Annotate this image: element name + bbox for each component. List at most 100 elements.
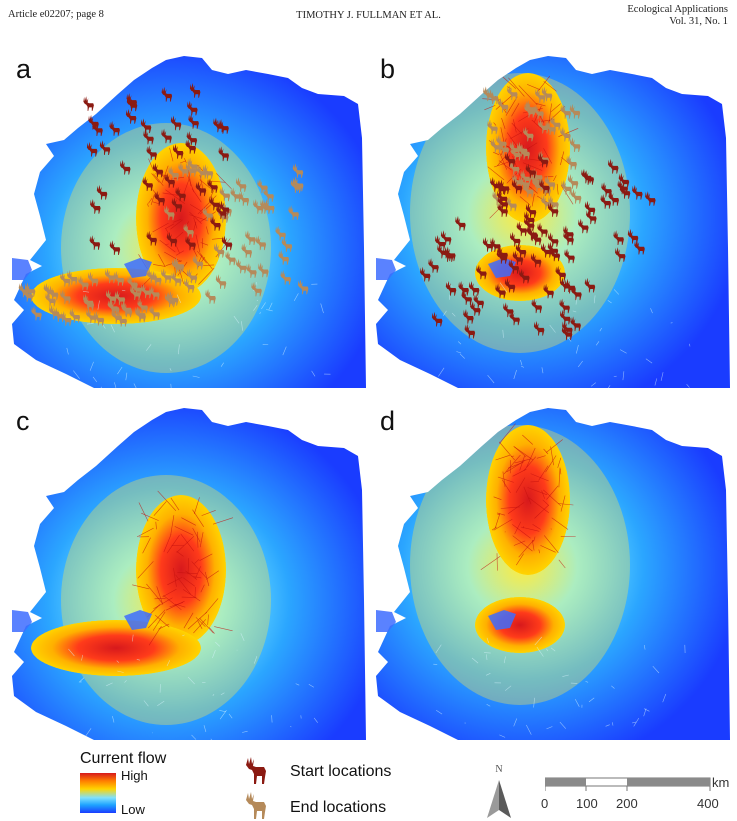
start-location-marker	[547, 241, 559, 257]
scale-tick-100: 100	[576, 796, 598, 811]
start-location-marker	[99, 140, 111, 155]
end-location-marker	[61, 311, 72, 326]
start-location-marker	[143, 129, 154, 145]
end-location-marker	[192, 254, 204, 270]
end-location-marker	[109, 300, 120, 315]
end-location-marker	[257, 178, 268, 194]
end-location-marker	[520, 169, 531, 185]
end-location-marker	[205, 289, 216, 304]
end-location-marker	[569, 137, 581, 152]
start-location-marker	[435, 235, 446, 250]
end-location-marker	[519, 144, 530, 160]
end-location-marker	[280, 270, 291, 285]
end-location-marker	[288, 205, 299, 220]
end-location-marker	[202, 206, 214, 222]
map-panel-b: b	[370, 48, 732, 393]
panel-label: a	[16, 54, 32, 84]
end-location-marker	[93, 310, 105, 326]
caribou-end-icon	[246, 792, 266, 819]
start-location-marker	[86, 141, 98, 157]
start-location-marker	[445, 246, 456, 262]
end-location-marker	[535, 88, 546, 103]
start-location-marker	[584, 277, 596, 293]
scale-bar	[545, 777, 711, 791]
end-location-marker	[121, 300, 132, 316]
start-location-marker	[88, 114, 99, 130]
start-location-marker	[627, 228, 639, 244]
current-flow-low-label: Low	[121, 802, 145, 817]
start-location-marker	[559, 298, 570, 314]
start-location-marker	[185, 235, 196, 251]
end-location-marker	[24, 282, 36, 297]
end-location-marker	[570, 188, 582, 204]
start-location-marker	[109, 121, 120, 136]
end-location-marker	[60, 289, 71, 305]
current-flow-hotspot	[31, 620, 201, 676]
current-flow-color-ramp	[80, 773, 116, 813]
start-location-marker	[618, 172, 630, 188]
start-location-marker	[586, 209, 597, 225]
start-location-marker	[187, 100, 198, 116]
start-location-marker	[461, 290, 472, 305]
start-location-marker	[468, 281, 480, 296]
end-location-marker	[538, 118, 549, 134]
start-location-marker	[564, 248, 575, 264]
start-location-marker	[561, 325, 573, 341]
start-location-marker	[221, 235, 233, 251]
end-location-marker	[187, 157, 198, 173]
start-location-marker	[175, 186, 186, 202]
start-location-marker	[431, 311, 443, 327]
end-location-marker	[219, 186, 231, 202]
start-location-marker	[126, 93, 137, 108]
start-location-marker	[218, 146, 229, 162]
end-location-marker	[151, 270, 162, 286]
end-location-marker	[512, 173, 523, 188]
start-location-marker	[516, 221, 528, 237]
map-panel-d: d	[370, 400, 732, 745]
start-location-marker	[218, 200, 230, 216]
start-location-marker	[645, 191, 656, 206]
end-location-marker	[87, 271, 99, 287]
start-location-marker	[142, 176, 153, 191]
start-location-marker	[634, 239, 645, 255]
running-header-journal: Ecological Applications Vol. 31, No. 1	[627, 4, 728, 28]
end-location-marker	[560, 104, 571, 119]
start-location-marker	[495, 283, 506, 299]
journal-volume: Vol. 31, No. 1	[669, 16, 728, 27]
start-location-marker	[578, 218, 589, 234]
start-location-marker	[164, 173, 175, 188]
panel-label: d	[380, 406, 396, 436]
start-location-marker	[476, 264, 487, 280]
current-flow-map	[12, 408, 366, 740]
end-location-marker	[31, 305, 42, 321]
start-location-marker	[617, 179, 628, 195]
start-location-marker	[515, 243, 527, 258]
start-location-marker	[508, 259, 520, 274]
start-location-marker	[563, 225, 574, 240]
start-location-marker	[547, 202, 559, 217]
coastal-water	[12, 610, 152, 632]
end-location-marker	[509, 160, 520, 175]
start-location-marker	[497, 202, 508, 217]
start-location-marker	[213, 117, 224, 133]
start-location-marker	[537, 222, 548, 238]
start-location-marker	[559, 277, 571, 292]
start-location-marker	[533, 320, 545, 336]
start-location-marker	[420, 266, 431, 282]
end-location-marker	[178, 162, 189, 177]
end-location-marker	[510, 145, 521, 161]
end-location-marker	[255, 235, 267, 251]
start-location-marker	[490, 237, 501, 252]
end-location-marker	[83, 293, 94, 309]
scale-tick-200: 200	[616, 796, 638, 811]
end-location-marker	[127, 275, 138, 291]
start-location-marker	[584, 200, 596, 216]
start-location-marker	[470, 301, 481, 316]
start-location-marker	[601, 182, 612, 197]
start-location-marker	[560, 309, 571, 325]
end-location-marker	[533, 104, 544, 120]
start-location-marker	[140, 118, 152, 134]
start-location-marker	[154, 191, 165, 206]
scale-tick-0: 0	[541, 796, 549, 811]
start-location-marker	[608, 191, 619, 206]
